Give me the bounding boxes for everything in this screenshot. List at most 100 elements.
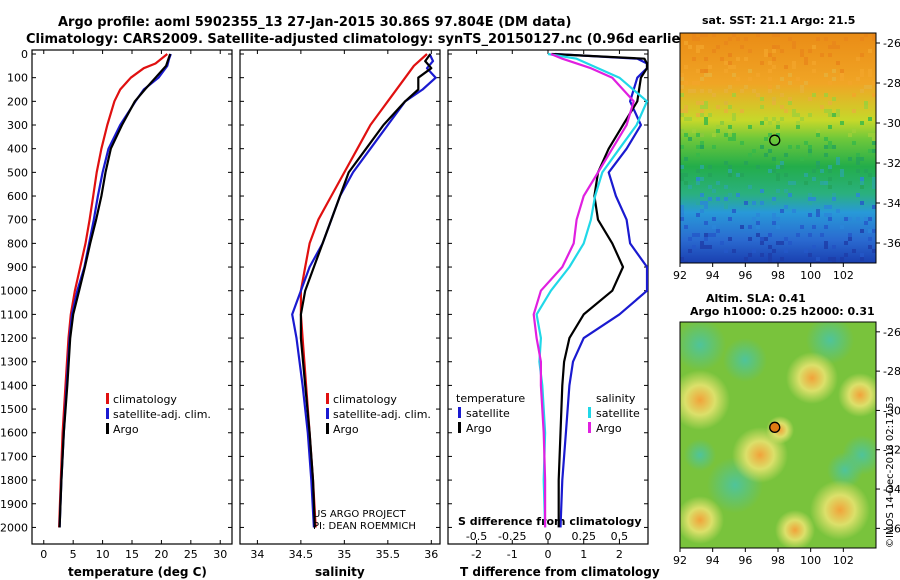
map-y-tick-label: -28	[883, 365, 900, 378]
x-tick-label: 25	[184, 548, 198, 561]
legend-swatch-satellite	[106, 408, 109, 419]
sst-map-title: sat. SST: 21.1 Argo: 21.5	[702, 14, 855, 27]
legend-satellite: satellite-adj. clim.	[113, 408, 211, 421]
sla-map-subtitle: Argo h1000: 0.25 h2000: 0.31	[690, 305, 875, 318]
sla-float-marker	[769, 421, 781, 433]
x-tick-label: 36	[424, 548, 438, 561]
map-x-tick-label: 96	[738, 554, 752, 567]
depth-tick-label: 900	[7, 261, 28, 274]
map-y-tick-label: -36	[883, 522, 900, 535]
map-y-tick-label: -36	[883, 237, 900, 250]
map-y-tick-label: -34	[883, 483, 900, 496]
x2-tick-label: -0.25	[498, 530, 526, 543]
depth-tick-label: 300	[7, 119, 28, 132]
x-tick-label: 35	[337, 548, 351, 561]
depth-tick-label: 100	[7, 72, 28, 85]
legend-swatch-s-argo	[588, 422, 591, 433]
x2-tick-label: 0.25	[571, 530, 596, 543]
depth-tick-label: 1900	[0, 498, 28, 511]
temperature-xlabel: temperature (deg C)	[68, 565, 207, 579]
x2-tick-label: 0.5	[611, 530, 629, 543]
map-x-tick-label: 92	[673, 554, 687, 567]
x-tick-label: -1	[507, 548, 518, 561]
sla-map-title: Altim. SLA: 0.41	[706, 292, 806, 305]
series-s-satellite	[535, 52, 649, 528]
map-x-tick-label: 92	[673, 269, 687, 282]
map-y-tick-label: -32	[883, 157, 900, 170]
map-y-tick-label: -32	[883, 444, 900, 457]
x-tick-label: 34.5	[289, 548, 314, 561]
title-line1: Argo profile: aoml 5902355_13 27-Jan-201…	[58, 15, 571, 30]
x-tick-label: -2	[471, 548, 482, 561]
series-argo	[58, 53, 172, 528]
depth-tick-label: 0	[21, 48, 28, 61]
imos-credit: ©IMOS 14-Dec-2018 02:17:53	[885, 396, 896, 548]
x2-tick-label: 0	[545, 530, 552, 543]
difference-series	[532, 52, 649, 528]
legend-swatch-t-argo	[458, 422, 461, 433]
depth-tick-label: 1400	[0, 379, 28, 392]
map-x-tick-label: 98	[771, 269, 785, 282]
series-satellite-adj-clim-	[291, 53, 437, 528]
series-t-argo	[551, 52, 649, 528]
depth-tick-label: 800	[7, 237, 28, 250]
legend-swatch-climatology	[326, 393, 329, 404]
difference-s-ticks: -0.5 -0.25 0 0.25 0.5	[466, 530, 628, 543]
temperature-x-ticks: 0 5 10 15 20 25 30	[40, 50, 227, 561]
map-y-tick-label: -26	[883, 37, 900, 50]
legend-s-satellite: satellite	[596, 407, 640, 420]
depth-tick-label: 1100	[0, 308, 28, 321]
map-y-tick-label: -30	[883, 117, 900, 130]
x2-tick-label: -0.5	[466, 530, 487, 543]
difference-x2label: S difference from climatology	[458, 515, 642, 528]
sst-map-ticks: 92 94 96 98 100 102 -26 -28 -30 -32 -34 -36	[673, 37, 900, 282]
salinity-panel	[239, 49, 441, 545]
x-tick-label: 0	[545, 548, 552, 561]
depth-tick-label: 1600	[0, 427, 28, 440]
difference-xlabel: T difference from climatology	[460, 565, 660, 579]
map-x-tick-label: 94	[706, 554, 720, 567]
legend-swatch-argo	[106, 423, 109, 434]
x-tick-label: 30	[213, 548, 227, 561]
depth-tick-label: 1500	[0, 403, 28, 416]
title-line2: Climatology: CARS2009. Satellite-adjuste…	[26, 32, 693, 47]
depth-tick-label: 1000	[0, 285, 28, 298]
series-satellite-adj-clim-	[58, 53, 172, 528]
salinity-series	[291, 53, 437, 528]
map-x-tick-label: 102	[833, 269, 854, 282]
series-climatology	[299, 53, 428, 528]
depth-tick-label: 2000	[0, 521, 28, 534]
difference-legend: temperature satellite Argo salinity sate…	[456, 392, 640, 435]
series-t-satellite	[555, 52, 649, 528]
x-tick-label: 20	[154, 548, 168, 561]
project-credit-line1: US ARGO PROJECT	[313, 509, 407, 520]
map-y-tick-label: -34	[883, 197, 900, 210]
depth-tick-label: 1800	[0, 474, 28, 487]
map-x-tick-label: 100	[800, 269, 821, 282]
salinity-x-ticks: 34 34.5 35 35.5 36	[250, 50, 438, 561]
sst-map-image	[680, 33, 876, 263]
legend-climatology: climatology	[113, 393, 177, 406]
depth-tick-label: 1700	[0, 450, 28, 463]
salinity-xlabel: salinity	[315, 565, 365, 579]
depth-axis: 0 100 200 300 400 500 600 700 800 900 1000 1100 1200…	[0, 48, 648, 534]
salinity-legend: climatology satellite-adj. clim. Argo	[326, 393, 431, 436]
temperature-legend: climatology satellite-adj. clim. Argo	[106, 393, 211, 436]
legend-swatch-s-satellite	[588, 407, 591, 418]
x-tick-label: 5	[70, 548, 77, 561]
legend-t-satellite: satellite	[466, 407, 510, 420]
x-tick-label: 34	[250, 548, 264, 561]
series-s-argo	[532, 52, 635, 528]
x-tick-label: 0	[40, 548, 47, 561]
legend-argo: Argo	[333, 423, 359, 436]
depth-tick-label: 200	[7, 95, 28, 108]
map-x-tick-label: 100	[800, 554, 821, 567]
legend-s-argo: Argo	[596, 422, 622, 435]
project-credit-line2: PI: DEAN ROEMMICH	[313, 521, 416, 532]
x-tick-label: 1	[580, 548, 587, 561]
map-x-tick-label: 94	[706, 269, 720, 282]
map-x-tick-label: 98	[771, 554, 785, 567]
legend-swatch-argo	[326, 423, 329, 434]
legend-swatch-t-satellite	[458, 407, 461, 418]
